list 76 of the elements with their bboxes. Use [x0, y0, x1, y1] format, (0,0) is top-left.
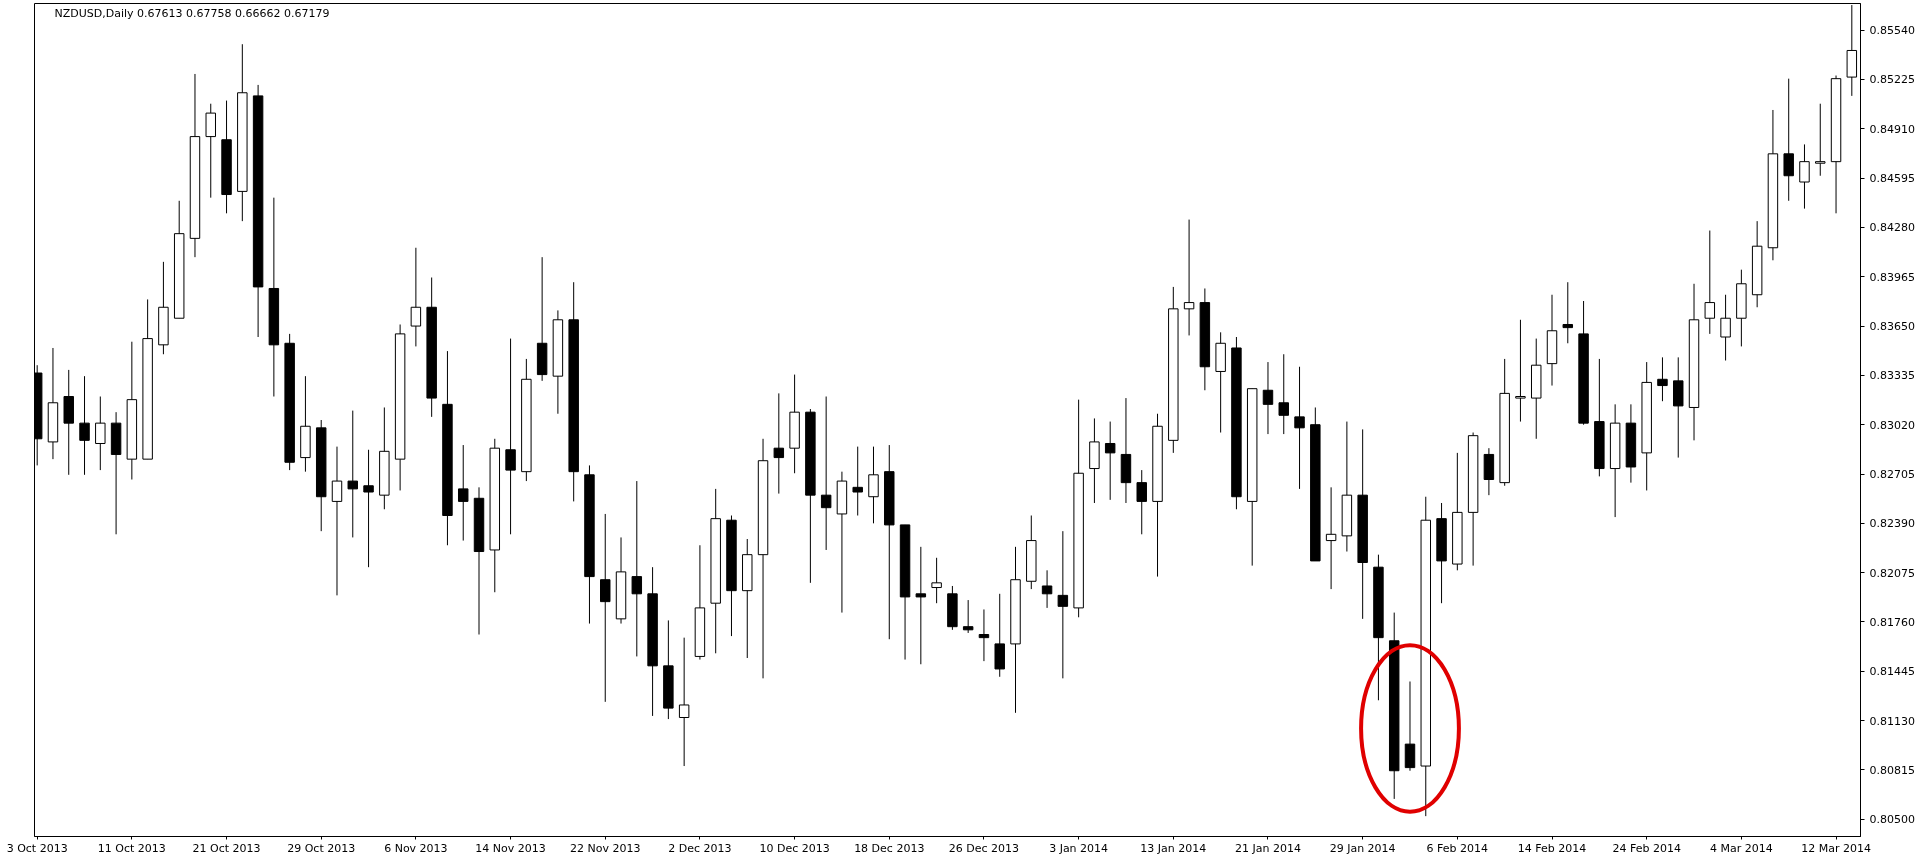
y-tick-label: 0.81130	[1869, 714, 1915, 728]
y-tick-label: 0.82390	[1869, 517, 1915, 531]
candlestick	[1278, 353, 1289, 435]
candlestick	[331, 446, 343, 596]
candlestick	[95, 396, 106, 471]
candlestick	[1104, 421, 1116, 501]
x-tick-label: 29 Oct 2013	[287, 841, 356, 855]
x-tick-label: 12 Mar 2014	[1801, 841, 1871, 855]
x-tick-label: 21 Jan 2014	[1235, 841, 1301, 855]
candlestick	[631, 480, 643, 657]
candlestick	[1720, 294, 1731, 361]
y-tick-label: 0.81760	[1869, 615, 1915, 629]
y-tick-label: 0.83650	[1869, 320, 1915, 334]
candlestick	[868, 446, 879, 524]
candlestick	[505, 338, 516, 535]
x-tick-label: 6 Feb 2014	[1426, 841, 1489, 855]
candlestick	[1562, 281, 1574, 344]
candlestick	[600, 513, 611, 703]
x-tick-label: 29 Jan 2014	[1329, 841, 1396, 855]
candlestick	[1704, 230, 1716, 335]
candlestick	[1057, 530, 1069, 679]
candlestick	[773, 392, 785, 495]
y-tick-label: 0.84595	[1869, 172, 1915, 186]
candlestick	[962, 599, 974, 634]
candlestick	[1325, 486, 1337, 590]
y-tick-label: 0.84280	[1869, 221, 1915, 235]
x-tick-label: 3 Jan 2014	[1049, 841, 1109, 855]
y-tick-label: 0.83335	[1869, 369, 1915, 383]
candlestick	[1657, 356, 1668, 402]
candlestick	[1183, 219, 1195, 336]
y-tick-label: 0.84910	[1869, 122, 1915, 136]
candlestick	[931, 557, 942, 604]
candlestick	[1404, 680, 1416, 772]
x-tick-label: 11 Oct 2013	[97, 841, 166, 855]
y-tick-label: 0.82075	[1869, 566, 1915, 580]
candlestick	[1262, 361, 1274, 435]
candlestick	[1294, 366, 1305, 490]
chart-title: NZDUSD,Daily 0.67613 0.67758 0.66662 0.67179	[54, 6, 330, 20]
candlestick	[410, 247, 422, 347]
candlestick	[1136, 469, 1147, 535]
x-tick-label: 22 Nov 2013	[570, 841, 641, 855]
candlestick	[1815, 103, 1826, 177]
y-tick-label: 0.85540	[1869, 24, 1915, 38]
x-tick-label: 13 Jan 2014	[1140, 841, 1207, 855]
candlestick	[678, 637, 690, 767]
x-tick-label: 4 Mar 2014	[1710, 841, 1773, 855]
candlestick	[1041, 569, 1053, 609]
x-tick-label: 10 Dec 2013	[759, 841, 830, 855]
candlestick	[915, 546, 927, 665]
candlestick	[820, 396, 832, 551]
candlestick	[79, 375, 90, 476]
x-tick-label: 26 Dec 2013	[948, 841, 1020, 855]
y-tick-label: 0.80815	[1869, 763, 1915, 777]
y-tick-label: 0.80500	[1869, 813, 1915, 827]
y-tick-label: 0.81445	[1869, 665, 1915, 679]
candlestick	[205, 103, 216, 199]
candlestick	[347, 410, 359, 538]
candlestick	[1799, 143, 1810, 210]
x-tick-label: 14 Feb 2014	[1517, 841, 1587, 855]
x-tick-label: 24 Feb 2014	[1612, 841, 1681, 855]
candlestick	[363, 449, 374, 568]
x-tick-label: 14 Nov 2013	[475, 841, 546, 855]
x-tick-label: 18 Dec 2013	[854, 841, 925, 855]
x-tick-label: 6 Nov 2013	[384, 841, 448, 855]
y-tick-label: 0.82705	[1869, 468, 1915, 482]
candlestick	[457, 444, 469, 542]
y-tick-label: 0.83965	[1869, 270, 1915, 284]
x-tick-label: 21 Oct 2013	[192, 841, 261, 855]
x-tick-label: 3 Oct 2013	[6, 841, 68, 855]
y-tick-label: 0.83020	[1869, 418, 1915, 432]
candlestick	[978, 608, 990, 662]
x-tick-label: 2 Dec 2013	[668, 841, 732, 855]
candlestick	[1783, 78, 1794, 202]
candlestick	[852, 446, 863, 517]
y-tick-label: 0.85225	[1869, 73, 1915, 87]
candlestick	[1515, 319, 1526, 423]
